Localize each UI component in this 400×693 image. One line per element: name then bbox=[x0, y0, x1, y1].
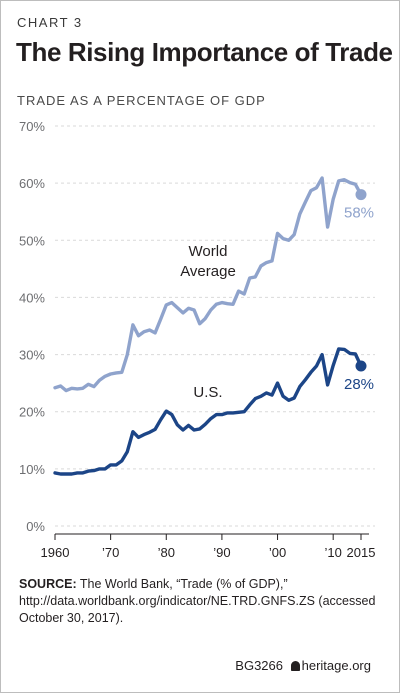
y-tick-label: 40% bbox=[19, 290, 45, 305]
series-lines bbox=[53, 176, 367, 476]
end-label-world-average: 58% bbox=[344, 205, 374, 222]
y-tick-label: 0% bbox=[26, 519, 45, 534]
series-line-u-s bbox=[53, 347, 363, 476]
source-label: SOURCE: bbox=[19, 577, 77, 591]
chart-subtitle: TRADE AS A PERCENTAGE OF GDP bbox=[17, 93, 266, 108]
series-labels: 58% 28% World Average U.S. bbox=[180, 205, 374, 401]
end-point-u-s bbox=[355, 360, 367, 372]
y-tick-label: 10% bbox=[19, 462, 45, 477]
y-tick-label: 20% bbox=[19, 405, 45, 420]
series-annotation: Average bbox=[180, 263, 236, 280]
y-tick-label: 60% bbox=[19, 176, 45, 191]
gridlines bbox=[55, 125, 375, 527]
liberty-bell-icon bbox=[290, 661, 300, 671]
end-point-world-average bbox=[355, 189, 367, 201]
series-annotation: U.S. bbox=[193, 384, 222, 401]
line-chart: 0% 10% 20% 30% 40% 50% 60% 70% 1960 ’70 ’80 ’90 ’00… bbox=[19, 119, 376, 560]
x-tick-label: ’80 bbox=[158, 545, 175, 560]
x-tick-label: 1960 bbox=[41, 545, 70, 560]
x-axis: 1960 ’70 ’80 ’90 ’00 ’10 2015 bbox=[41, 533, 376, 560]
source-note: SOURCE: The World Bank, “Trade (% of GDP… bbox=[19, 576, 379, 627]
series-line-world-average bbox=[53, 176, 363, 393]
end-label-u-s: 28% bbox=[344, 376, 374, 393]
x-tick-label: ’90 bbox=[213, 545, 230, 560]
report-code: BG3266 bbox=[235, 658, 283, 673]
x-tick-label: 2015 bbox=[347, 545, 376, 560]
y-tick-label: 30% bbox=[19, 348, 45, 363]
x-tick-label: ’70 bbox=[102, 545, 119, 560]
brand-link[interactable]: heritage.org bbox=[301, 658, 371, 673]
footer: BG3266 heritage.org bbox=[235, 658, 371, 673]
y-axis-ticks: 0% 10% 20% 30% 40% 50% 60% 70% bbox=[19, 119, 45, 534]
series-annotation: World bbox=[189, 243, 228, 260]
y-tick-label: 70% bbox=[19, 119, 45, 134]
x-tick-label: ’10 bbox=[325, 545, 342, 560]
chart-number: CHART 3 bbox=[17, 15, 83, 30]
x-tick-label: ’00 bbox=[269, 545, 286, 560]
y-tick-label: 50% bbox=[19, 233, 45, 248]
chart-title: The Rising Importance of Trade bbox=[16, 37, 393, 67]
source-text: The World Bank, “Trade (% of GDP),” http… bbox=[19, 577, 376, 625]
